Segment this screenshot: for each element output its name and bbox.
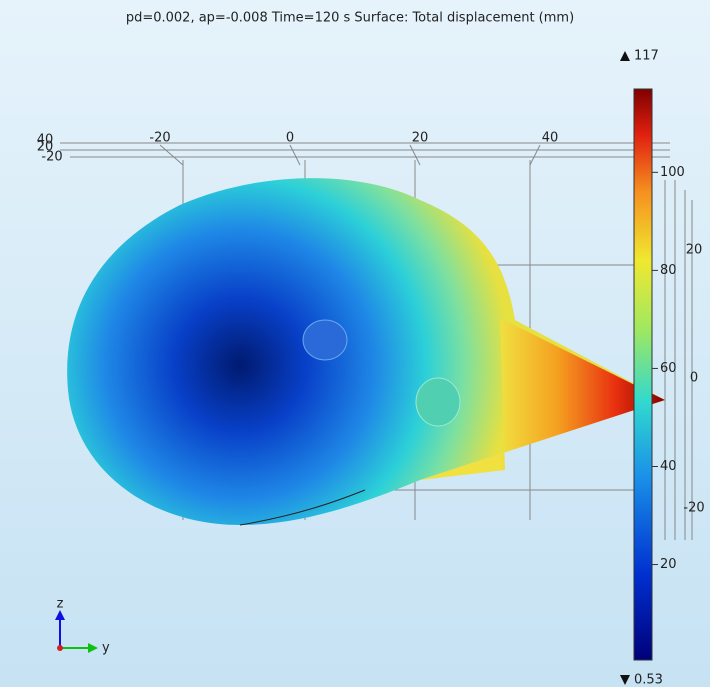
top-tick-label: -20 <box>149 131 170 146</box>
bump <box>416 378 460 426</box>
top-tick-label: 20 <box>412 131 429 146</box>
colorbar-tick-label: 40 <box>660 459 677 474</box>
top-tick-label: 0 <box>286 131 294 146</box>
colorbar-tick-label: 60 <box>660 361 677 376</box>
plot-window: pd=0.002, ap=-0.008 Time=120 s Surface: … <box>0 0 710 687</box>
bump <box>303 320 347 360</box>
right-tick-label: 20 <box>686 243 703 258</box>
plot-title: pd=0.002, ap=-0.008 Time=120 s Surface: … <box>126 11 574 26</box>
colorbar-tick-label: 100 <box>660 165 685 180</box>
colorbar-tick-label: 80 <box>660 263 677 278</box>
colorbar <box>634 89 652 660</box>
left-tick-label: -20 <box>41 150 62 165</box>
triad-y: y <box>102 641 110 656</box>
right-tick-label: -20 <box>683 501 704 516</box>
colorbar-max: 117 <box>634 49 659 64</box>
colorbar-tick-label: 20 <box>660 557 677 572</box>
top-tick-label: 40 <box>542 131 559 146</box>
right-tick-label: 0 <box>690 371 698 386</box>
colorbar-min: 0.53 <box>634 673 663 687</box>
triad-z: z <box>57 597 64 612</box>
